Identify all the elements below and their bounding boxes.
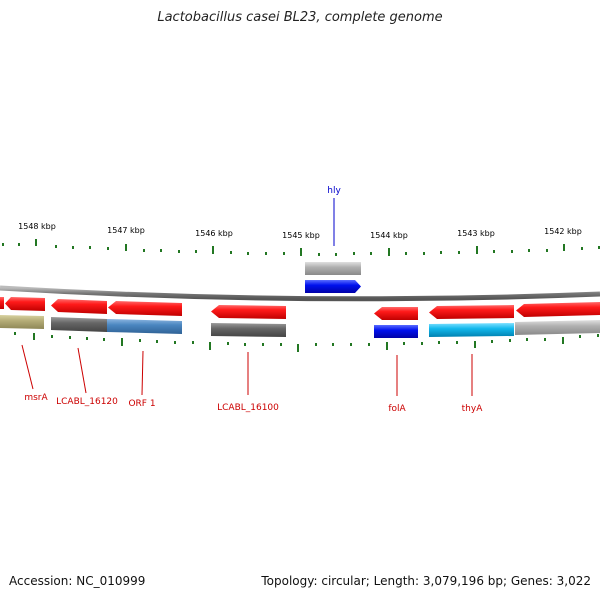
block-msrA-olive xyxy=(0,315,44,329)
gene-arrow-rightmost xyxy=(516,302,600,317)
scale-label-1544: 1544 kbp xyxy=(370,231,408,240)
gene-arrow-leftmost-partial xyxy=(0,297,4,309)
msrA-leader-line xyxy=(21,344,34,390)
block-folA-blue xyxy=(374,325,418,338)
gene-arrow-ORF1 xyxy=(108,301,182,316)
block-LCABL-16120-grey xyxy=(51,317,107,332)
feature-blocks xyxy=(0,315,600,338)
block-right-lightgrey xyxy=(515,320,600,335)
gene-arrow-msrA xyxy=(5,297,45,311)
gene-label-folA: folA xyxy=(388,404,406,414)
gene-leader-lines xyxy=(21,344,473,396)
gene-arrow-thyA xyxy=(429,305,514,319)
gene-label-hly: hly xyxy=(327,186,341,196)
gene-labels: msrA LCABL_16120 ORF 1 LCABL_16100 folA … xyxy=(24,393,483,414)
block-thyA-cyan xyxy=(429,323,514,337)
gene-label-LCABL-16100: LCABL_16100 xyxy=(217,403,279,413)
gene-label-thyA: thyA xyxy=(462,404,484,414)
inner-tick-row xyxy=(14,332,599,352)
gene-arrow-LCABL-16120 xyxy=(51,299,107,314)
hly-grey-block xyxy=(305,262,361,275)
scale-label-1543: 1543 kbp xyxy=(457,229,495,238)
gene-arrow-folA xyxy=(374,307,418,320)
hly-gene-arrow xyxy=(305,280,361,293)
scale-label-1542: 1542 kbp xyxy=(544,227,582,236)
accession-text: Accession: NC_010999 xyxy=(9,574,146,588)
scale-label-1547: 1547 kbp xyxy=(107,226,145,235)
gene-label-LCABL-16120: LCABL_16120 xyxy=(56,397,118,407)
scale-labels: 1548 kbp 1547 kbp 1546 kbp 1545 kbp 1544… xyxy=(18,222,582,240)
reverse-strand-genes xyxy=(0,297,600,320)
ORF1-leader-line xyxy=(141,350,144,396)
outer-tick-row xyxy=(2,239,600,256)
gene-label-ORF1: ORF 1 xyxy=(128,399,155,409)
topology-text: Topology: circular; Length: 3,079,196 bp… xyxy=(261,574,591,588)
scale-label-1546: 1546 kbp xyxy=(195,229,233,238)
block-ORF1-steelblue xyxy=(107,319,182,334)
block-LCABL-16100-grey xyxy=(211,323,286,337)
gene-arrow-LCABL-16100 xyxy=(211,305,286,319)
genome-backbone xyxy=(0,285,600,302)
gene-label-msrA: msrA xyxy=(24,393,48,403)
map-title: Lactobacillus casei BL23, complete genom… xyxy=(157,10,443,25)
scale-label-1548: 1548 kbp xyxy=(18,222,56,231)
scale-label-1545: 1545 kbp xyxy=(282,231,320,240)
LCABL-16120-leader-line xyxy=(77,347,87,394)
